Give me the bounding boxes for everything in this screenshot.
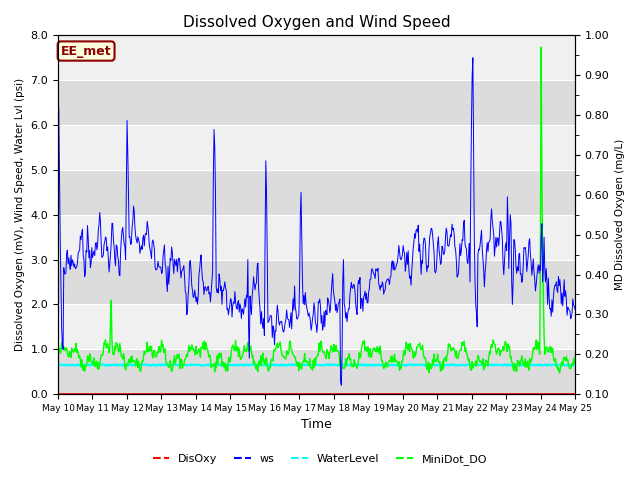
Bar bbox=[58, 304, 575, 349]
Bar bbox=[58, 215, 575, 260]
Bar bbox=[58, 170, 575, 215]
Bar bbox=[58, 125, 575, 170]
Bar bbox=[58, 349, 575, 394]
X-axis label: Time: Time bbox=[301, 419, 332, 432]
Bar bbox=[58, 80, 575, 125]
Bar bbox=[58, 36, 575, 80]
Y-axis label: MD Dissolved Oxygen (mg/L): MD Dissolved Oxygen (mg/L) bbox=[615, 139, 625, 290]
Y-axis label: Dissolved Oxygen (mV), Wind Speed, Water Lvl (psi): Dissolved Oxygen (mV), Wind Speed, Water… bbox=[15, 78, 25, 351]
Legend: DisOxy, ws, WaterLevel, MiniDot_DO: DisOxy, ws, WaterLevel, MiniDot_DO bbox=[148, 450, 492, 469]
Bar bbox=[58, 260, 575, 304]
Text: EE_met: EE_met bbox=[61, 45, 111, 58]
Title: Dissolved Oxygen and Wind Speed: Dissolved Oxygen and Wind Speed bbox=[182, 15, 451, 30]
